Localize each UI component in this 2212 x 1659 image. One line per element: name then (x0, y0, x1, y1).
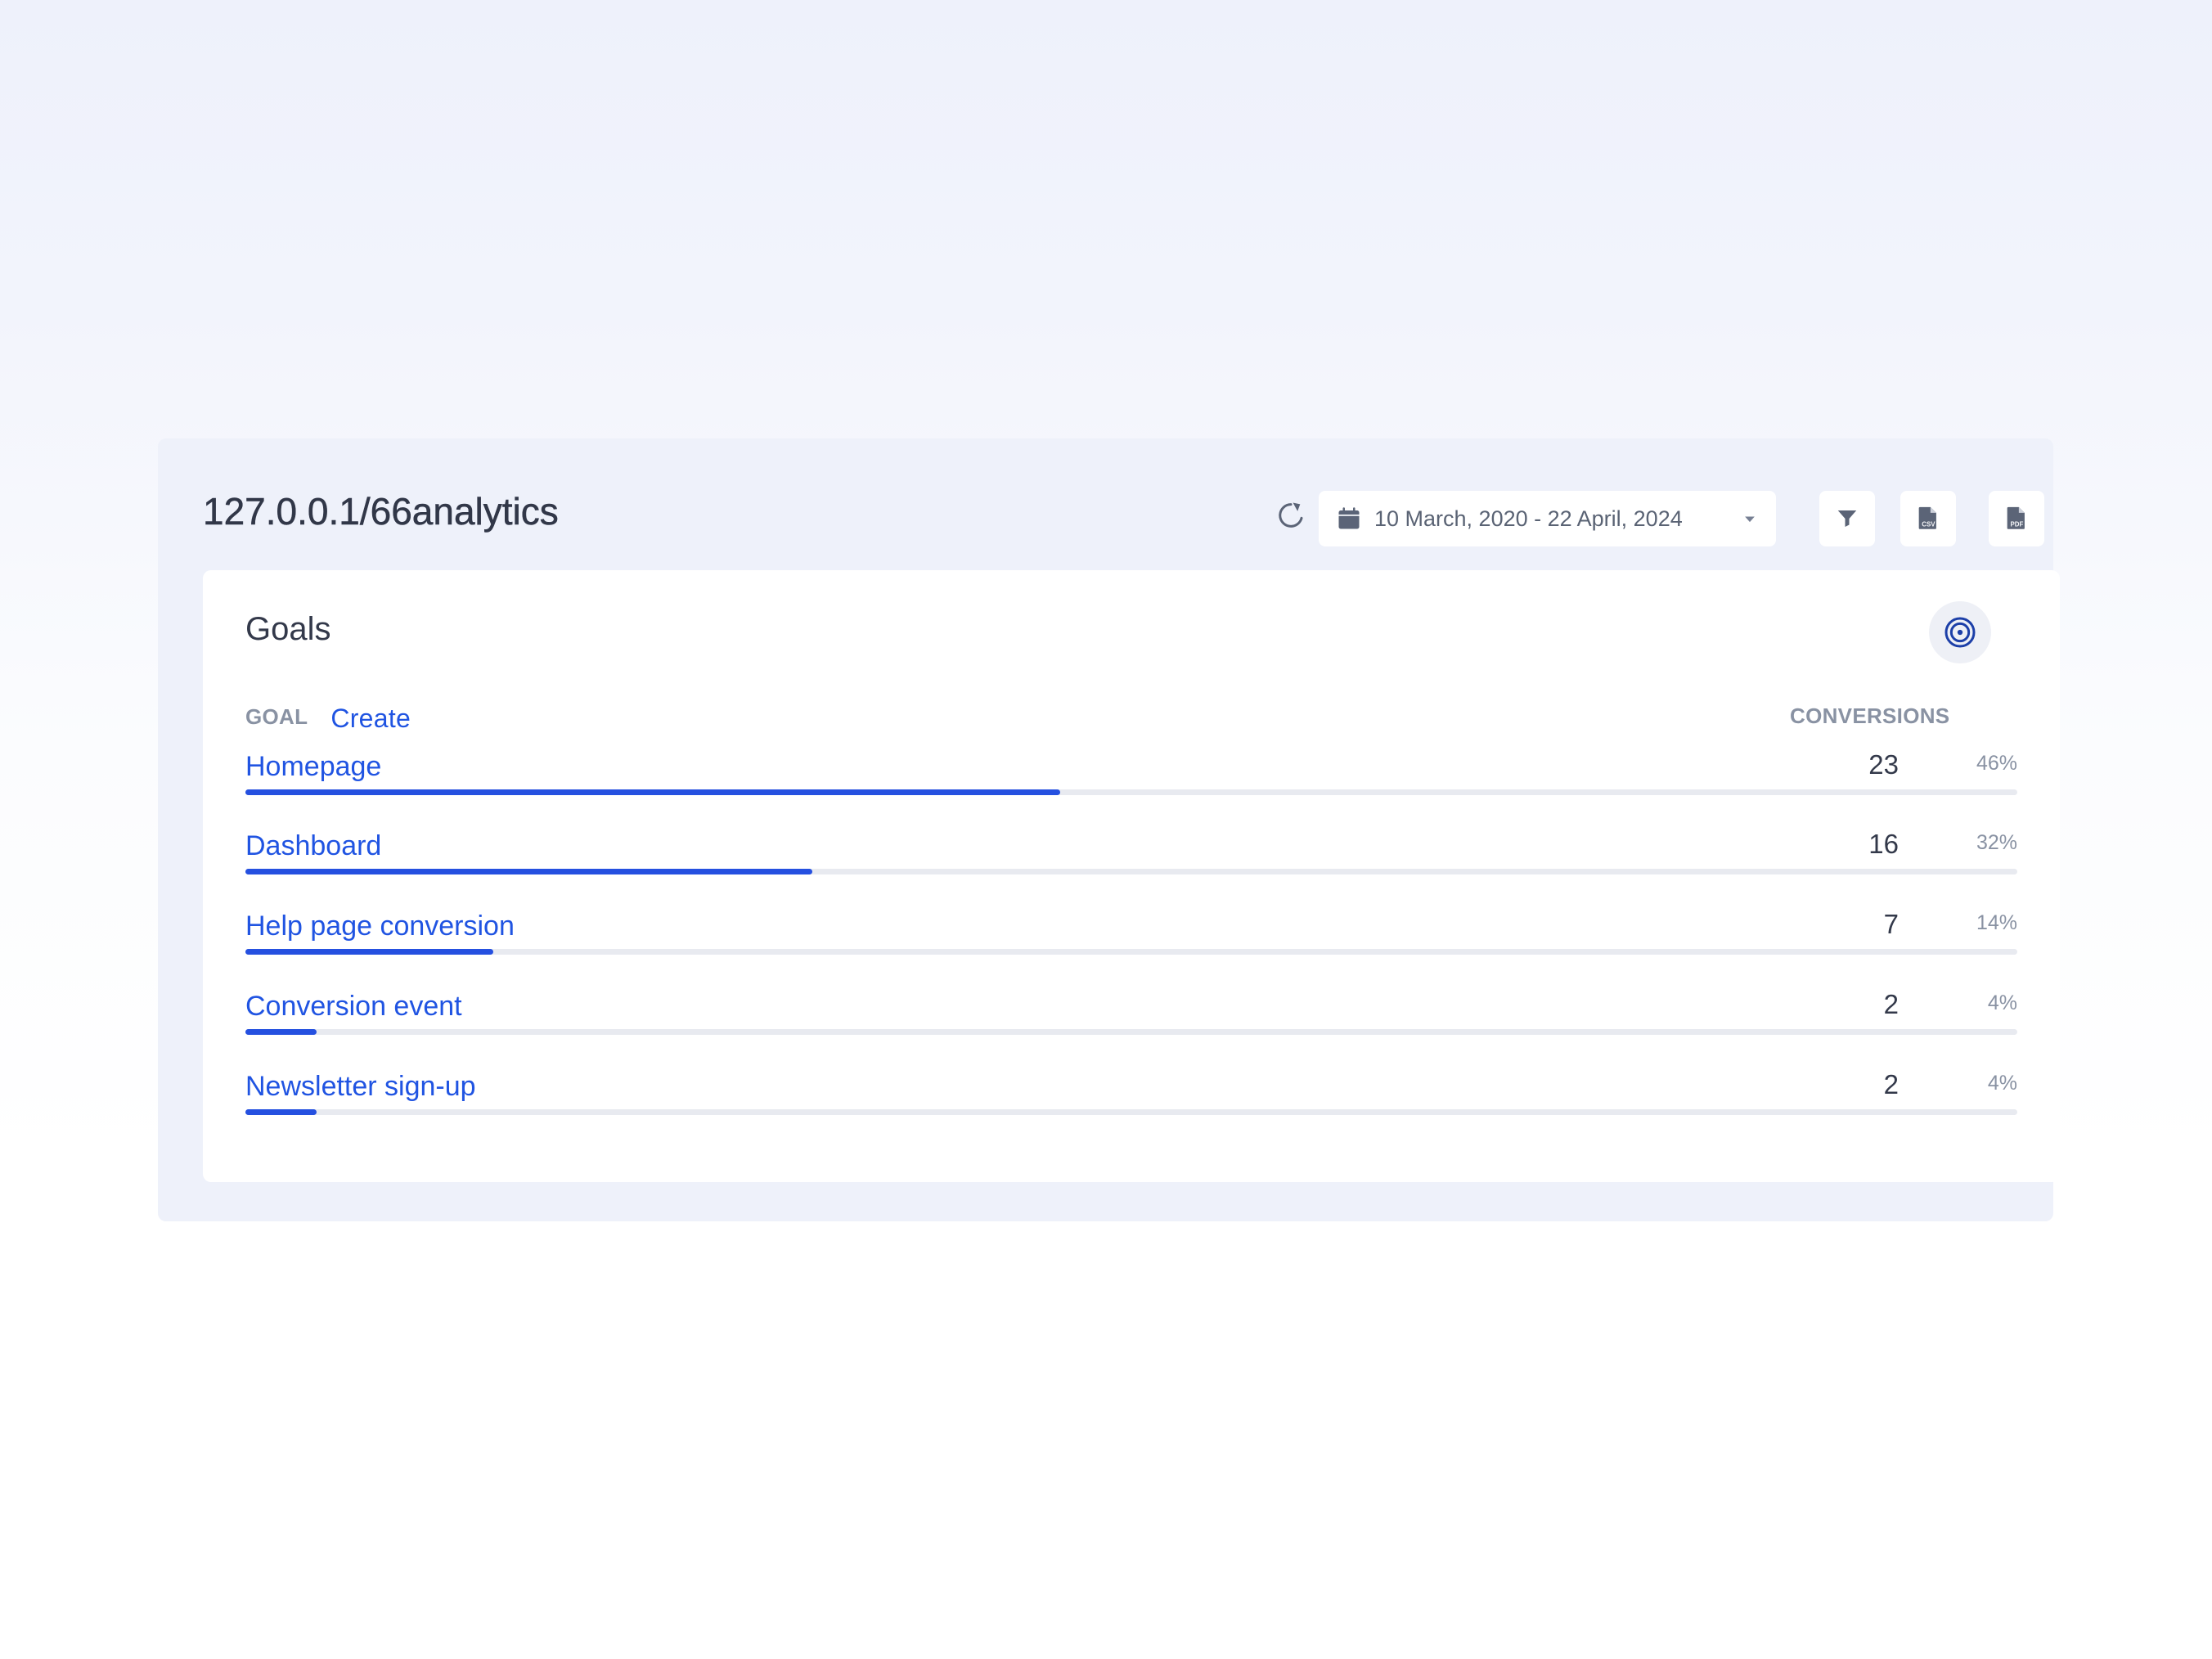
svg-text:PDF: PDF (2010, 520, 2023, 528)
svg-text:CSV: CSV (1922, 520, 1936, 528)
